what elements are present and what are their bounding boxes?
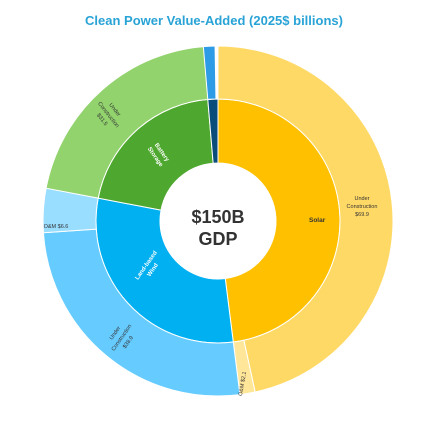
center-hole — [160, 163, 276, 279]
solar-uc-label-line1: Under — [355, 196, 370, 202]
outer-ring — [42, 45, 394, 397]
solar-om-label: O&M $2.1 — [238, 371, 248, 396]
chart-title: Clean Power Value-Added (2025$ billions) — [85, 13, 343, 28]
inner-ring — [95, 98, 341, 344]
solar-label: Solar — [309, 217, 326, 224]
wind-om-label: O&M $6.6 — [44, 224, 69, 230]
outer-slice-offshore-wind-under-construction — [202, 45, 217, 100]
center-gdp-label: GDP — [198, 229, 237, 249]
solar-uc-label-line3: $69.9 — [355, 212, 369, 218]
outer-slice-solar-under-construction — [217, 45, 394, 393]
center-value-label: $150B — [191, 207, 244, 227]
solar-uc-label-line2: Construction — [347, 204, 378, 210]
